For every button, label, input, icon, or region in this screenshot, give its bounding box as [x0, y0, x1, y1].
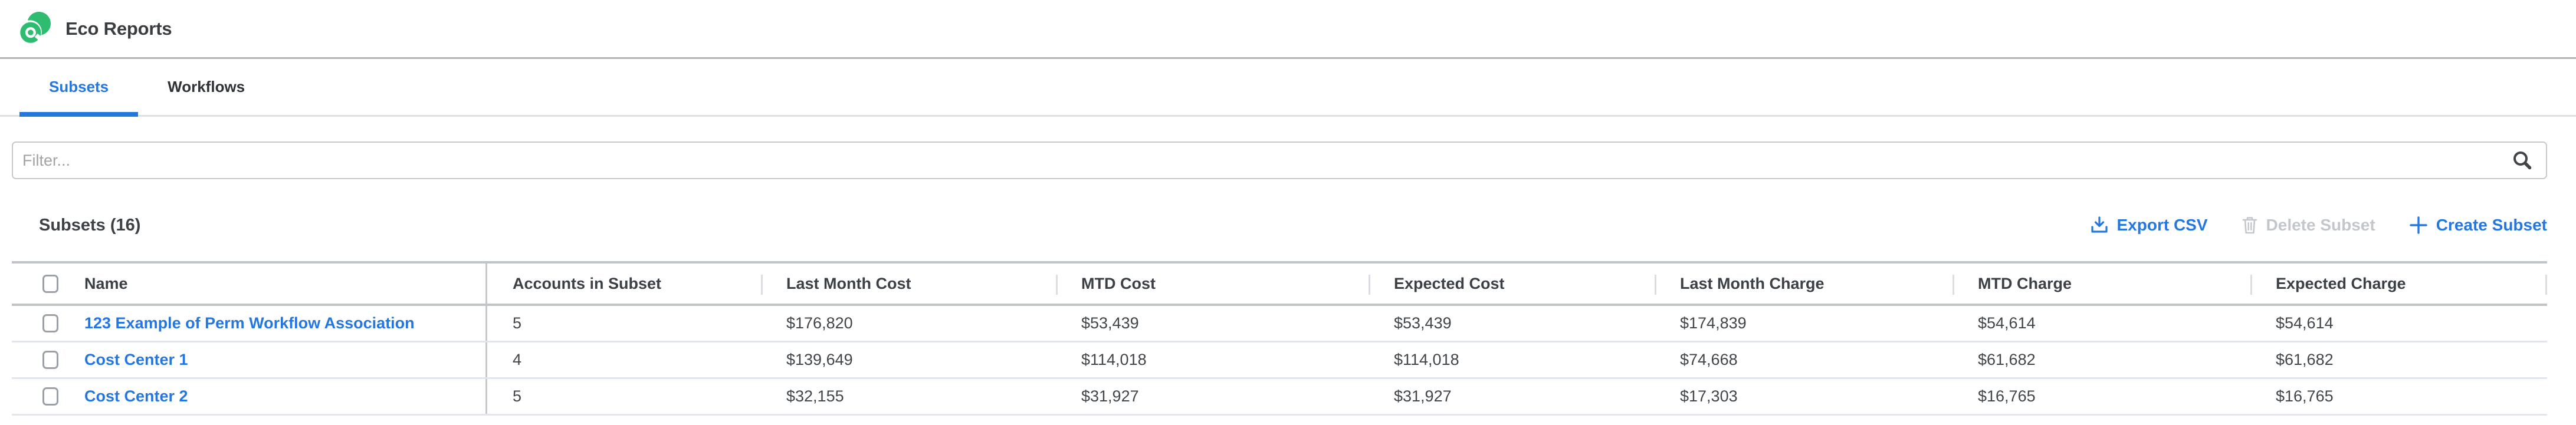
tab-bar: Subsets Workflows — [0, 59, 2576, 117]
create-subset-label: Create Subset — [2436, 216, 2547, 235]
tab-subsets[interactable]: Subsets — [19, 59, 138, 115]
mtd-cost-value: $31,927 — [1056, 379, 1369, 414]
eco-logo-icon — [18, 11, 51, 46]
column-header-mtd-cost: MTD Cost — [1056, 263, 1369, 304]
table-row: Cost Center 1 4 $139,649 $114,018 $114,0… — [12, 342, 2547, 379]
table-row: 123 Example of Perm Workflow Association… — [12, 306, 2547, 342]
table-row: Cost Center 2 5 $32,155 $31,927 $31,927 … — [12, 379, 2547, 416]
app-root: Eco Reports Subsets Workflows Subsets (1… — [0, 0, 2576, 425]
tab-workflows[interactable]: Workflows — [138, 59, 274, 115]
column-header-accounts: Accounts in Subset — [485, 263, 761, 304]
expected-charge-value: $16,765 — [2250, 379, 2547, 414]
subsets-table: Name Accounts in Subset Last Month Cost … — [12, 261, 2547, 416]
export-csv-label: Export CSV — [2117, 216, 2208, 235]
last-month-charge-value: $74,668 — [1655, 342, 1952, 377]
row-checkbox-cell — [12, 306, 77, 341]
last-month-cost-value: $139,649 — [761, 342, 1056, 377]
subset-name-link[interactable]: Cost Center 1 — [84, 351, 188, 369]
action-buttons: Export CSV Delete Subset Create Subset — [2089, 215, 2548, 235]
filter-input[interactable] — [12, 141, 2547, 179]
delete-subset-label: Delete Subset — [2266, 216, 2375, 235]
mtd-charge-value: $61,682 — [1952, 342, 2250, 377]
row-checkbox-cell — [12, 379, 77, 414]
subset-name-link[interactable]: 123 Example of Perm Workflow Association — [84, 314, 415, 332]
export-csv-button[interactable]: Export CSV — [2089, 215, 2208, 235]
plus-icon — [2408, 215, 2429, 235]
column-header-last-month-cost: Last Month Cost — [761, 263, 1056, 304]
header-checkbox-cell — [12, 263, 77, 304]
expected-cost-value: $31,927 — [1369, 379, 1655, 414]
last-month-charge-value: $17,303 — [1655, 379, 1952, 414]
download-icon — [2089, 215, 2109, 235]
list-header: Subsets (16) Export CSV Delete Subset — [12, 211, 2547, 239]
row-checkbox[interactable] — [42, 387, 58, 406]
filter-row — [12, 141, 2547, 179]
subsets-count-heading: Subsets (16) — [39, 216, 140, 235]
expected-cost-value: $53,439 — [1369, 306, 1655, 341]
title-bar: Eco Reports — [0, 0, 2576, 59]
column-header-expected-charge: Expected Charge — [2250, 263, 2547, 304]
row-checkbox[interactable] — [42, 314, 58, 332]
mtd-charge-value: $16,765 — [1952, 379, 2250, 414]
table-header-row: Name Accounts in Subset Last Month Cost … — [12, 263, 2547, 306]
expected-charge-value: $54,614 — [2250, 306, 2547, 341]
mtd-cost-value: $53,439 — [1056, 306, 1369, 341]
expected-cost-value: $114,018 — [1369, 342, 1655, 377]
column-header-mtd-charge: MTD Charge — [1952, 263, 2250, 304]
tab-workflows-label: Workflows — [168, 78, 245, 96]
expected-charge-value: $61,682 — [2250, 342, 2547, 377]
last-month-charge-value: $174,839 — [1655, 306, 1952, 341]
page-title: Eco Reports — [65, 18, 172, 39]
row-checkbox-cell — [12, 342, 77, 377]
accounts-in-subset-value: 5 — [485, 379, 761, 414]
last-month-cost-value: $32,155 — [761, 379, 1056, 414]
accounts-in-subset-value: 4 — [485, 342, 761, 377]
last-month-cost-value: $176,820 — [761, 306, 1056, 341]
column-header-last-month-charge: Last Month Charge — [1655, 263, 1952, 304]
accounts-in-subset-value: 5 — [485, 306, 761, 341]
mtd-cost-value: $114,018 — [1056, 342, 1369, 377]
column-header-name: Name — [77, 263, 485, 304]
column-header-expected-cost: Expected Cost — [1369, 263, 1655, 304]
trash-icon — [2241, 215, 2259, 235]
row-checkbox[interactable] — [42, 351, 58, 369]
search-icon — [2512, 150, 2533, 171]
subset-name-link[interactable]: Cost Center 2 — [84, 387, 188, 406]
select-all-checkbox[interactable] — [42, 275, 58, 293]
create-subset-button[interactable]: Create Subset — [2408, 215, 2547, 235]
mtd-charge-value: $54,614 — [1952, 306, 2250, 341]
tab-subsets-label: Subsets — [49, 78, 109, 96]
delete-subset-button[interactable]: Delete Subset — [2241, 215, 2375, 235]
